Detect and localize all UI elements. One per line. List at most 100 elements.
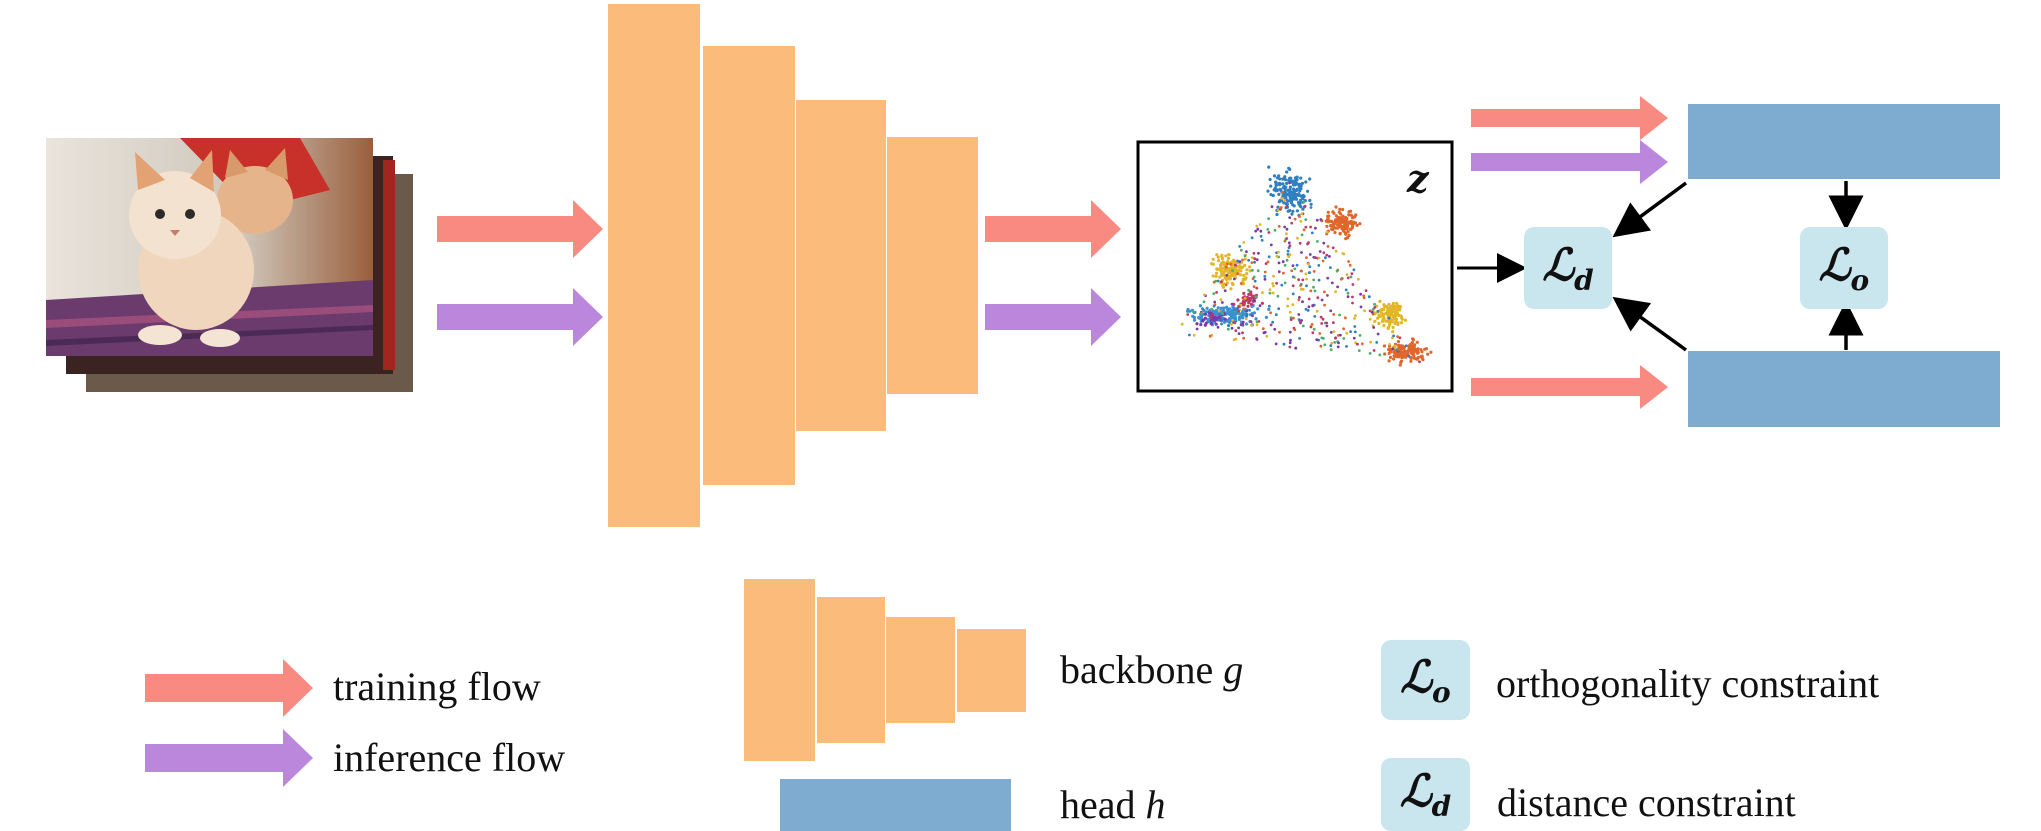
backbone-network — [608, 4, 978, 527]
scatter-point — [1287, 178, 1291, 182]
scatter-point — [1353, 330, 1357, 334]
scatter-point — [1231, 305, 1235, 309]
scatter-point — [1308, 177, 1312, 181]
scatter-point — [1321, 259, 1325, 263]
scatter-point — [1282, 342, 1286, 346]
scatter-point — [1219, 269, 1223, 273]
scatter-point — [1211, 257, 1215, 261]
scatter-point — [1346, 295, 1350, 299]
scatter-point — [1357, 349, 1361, 352]
scatter-point — [1345, 273, 1349, 276]
scatter-point — [1326, 276, 1330, 280]
scatter-point — [1267, 217, 1270, 221]
scatter-point — [1389, 350, 1393, 354]
distance-loss-symbol: ℒd — [1542, 239, 1594, 297]
scatter-point — [1180, 322, 1184, 326]
scatter-point — [1224, 268, 1228, 272]
scatter-point — [1301, 278, 1305, 282]
scatter-point — [1345, 331, 1349, 335]
scatter-point — [1249, 323, 1253, 327]
scatter-point — [1282, 201, 1286, 205]
legend-inference-flow-label: inference flow — [333, 735, 566, 780]
scatter-point — [1244, 276, 1248, 280]
scatter-point — [1256, 269, 1260, 273]
scatter-point — [1324, 219, 1328, 223]
scatter-point — [1391, 330, 1395, 334]
scatter-point — [1429, 350, 1433, 354]
scatter-point — [1395, 308, 1399, 312]
scatter-point — [1317, 278, 1321, 282]
scatter-point — [1254, 295, 1258, 298]
scatter-point — [1277, 181, 1282, 185]
scatter-point — [1286, 209, 1290, 213]
scatter-point — [1412, 354, 1416, 358]
scatter-point — [1236, 259, 1239, 263]
scatter-point — [1401, 344, 1405, 348]
orthogonality-loss-box: ℒo — [1800, 227, 1888, 309]
scatter-point — [1207, 311, 1211, 315]
scatter-point — [1220, 257, 1224, 261]
scatter-point — [1285, 205, 1288, 209]
head-top-to-ld-arrow — [1612, 181, 1688, 238]
scatter-point — [1369, 340, 1372, 344]
scatter-point — [1393, 350, 1397, 354]
scatter-point — [1283, 190, 1287, 194]
scatter-point — [1312, 285, 1315, 289]
scatter-point — [1241, 278, 1245, 282]
scatter-point — [1267, 231, 1271, 234]
scatter-point — [1333, 341, 1337, 344]
scatter-point — [1340, 220, 1344, 224]
scatter-point — [1232, 338, 1236, 341]
scatter-point — [1396, 340, 1400, 344]
scatter-point — [1267, 165, 1271, 169]
scatter-point — [1287, 241, 1291, 245]
legend-head-block — [780, 779, 1011, 831]
scatter-point — [1323, 343, 1327, 347]
scatter-point — [1388, 355, 1393, 359]
head-input-arrows — [1471, 96, 1668, 409]
scatter-point — [1271, 291, 1275, 295]
scatter-point — [1382, 316, 1386, 320]
scatter-point — [1251, 314, 1254, 318]
scatter-point — [1310, 231, 1314, 235]
scatter-point — [1283, 175, 1287, 179]
scatter-point — [1323, 303, 1326, 307]
scatter-point — [1416, 347, 1420, 351]
scatter-point — [1376, 332, 1380, 336]
scatter-point — [1214, 271, 1219, 275]
scatter-point — [1210, 307, 1213, 311]
scatter-point — [1344, 216, 1348, 220]
scatter-point — [1294, 346, 1298, 350]
scatter-point — [1399, 359, 1404, 363]
scatter-point — [1245, 268, 1249, 272]
scatter-point — [1315, 338, 1319, 342]
scatter-point — [1378, 299, 1382, 303]
scatter-point — [1236, 268, 1240, 272]
scatter-point — [1330, 341, 1334, 345]
scatter-point — [1275, 281, 1278, 285]
scatter-point — [1329, 344, 1333, 347]
scatter-point — [1216, 267, 1220, 271]
scatter-point — [1198, 304, 1202, 308]
scatter-point — [1255, 286, 1259, 290]
scatter-point — [1265, 334, 1269, 338]
scatter-point — [1271, 320, 1275, 324]
scatter-point — [1324, 256, 1327, 260]
scatter-point — [1348, 263, 1352, 267]
scatter-point — [1247, 296, 1251, 300]
head-bottom-to-ld-arrow — [1612, 296, 1688, 352]
scatter-point — [1360, 342, 1364, 346]
scatter-point — [1299, 198, 1303, 202]
scatter-point — [1303, 204, 1307, 208]
scatter-point — [1274, 180, 1278, 184]
scatter-point — [1290, 212, 1294, 216]
scatter-point — [1260, 301, 1264, 305]
scatter-point — [1229, 262, 1233, 266]
scatter-point — [1347, 260, 1350, 263]
scatter-point — [1299, 220, 1303, 223]
scatter-point — [1336, 217, 1340, 221]
scatter-point — [1407, 354, 1411, 358]
scatter-point — [1278, 187, 1282, 191]
scatter-point — [1245, 322, 1249, 326]
